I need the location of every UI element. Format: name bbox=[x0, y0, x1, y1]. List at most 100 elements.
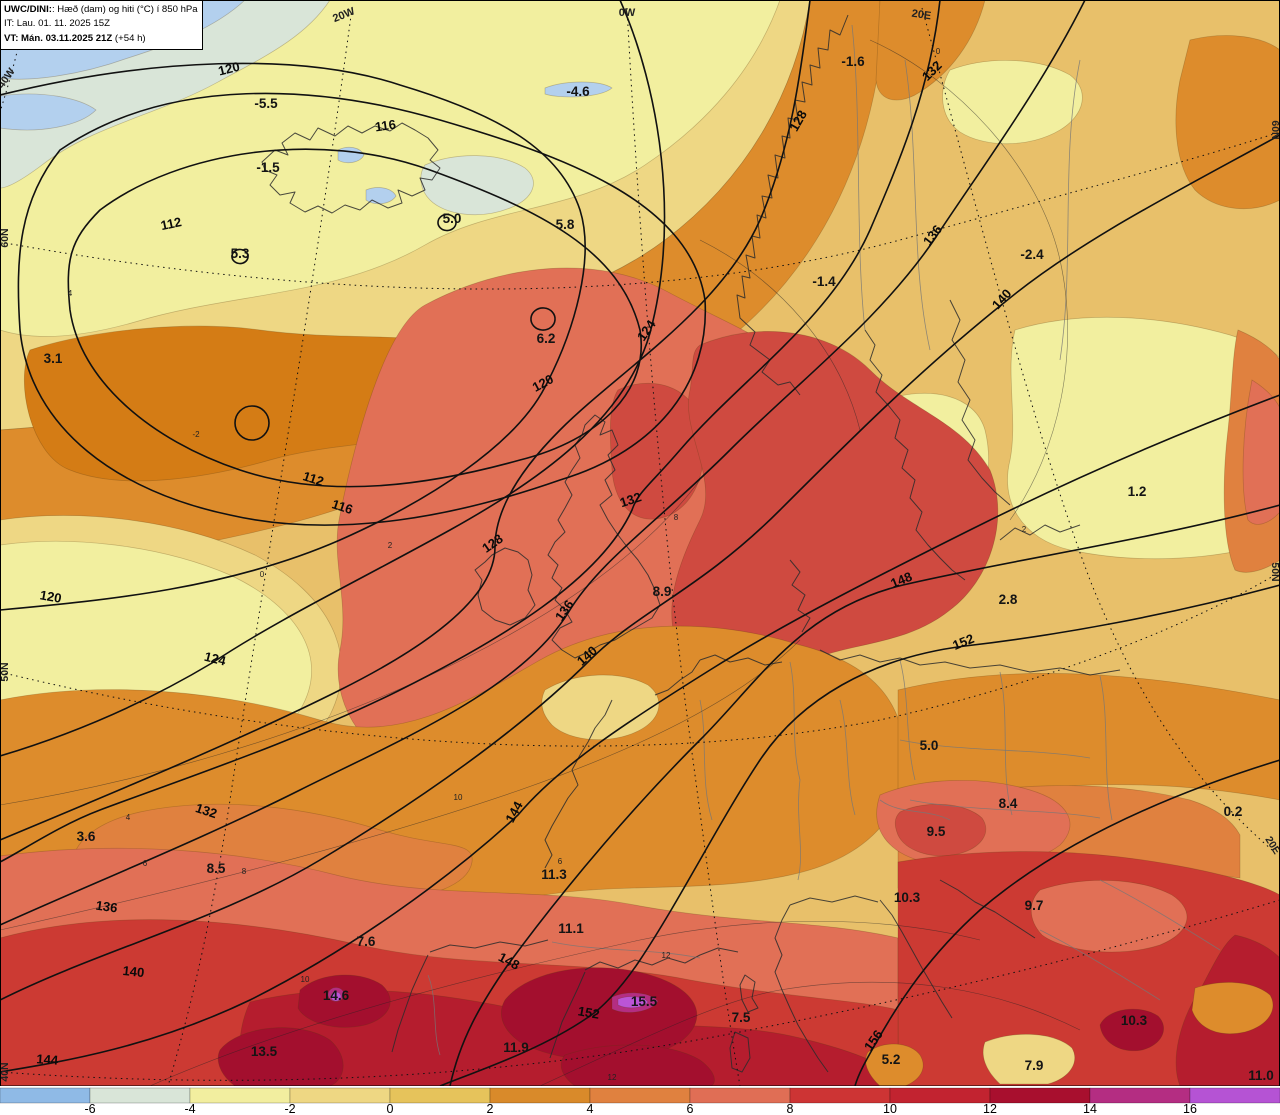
temperature-value-label: 3.6 bbox=[77, 829, 96, 844]
isotherm-value-label: 2 bbox=[1022, 525, 1027, 534]
colorbar-tick-label: 12 bbox=[983, 1102, 997, 1115]
isotherm-value-label: 4 bbox=[68, 289, 73, 298]
title-line-1: UWC/DINI:: Hæð (dam) og hiti (°C) í 850 … bbox=[4, 3, 198, 17]
meridian-label: 20E bbox=[911, 8, 932, 23]
temperature-value-label: -2.4 bbox=[1020, 247, 1044, 262]
isotherm-value-label: -2 bbox=[192, 430, 200, 439]
country-border bbox=[904, 59, 931, 351]
colorbar-segment bbox=[289, 1087, 391, 1104]
height-contour-label: 132 bbox=[194, 800, 219, 821]
height-contour-label: 112 bbox=[301, 468, 326, 489]
temp-fill-region bbox=[942, 59, 1083, 145]
temp-fill-region bbox=[1007, 316, 1280, 560]
temperature-value-label: 8.4 bbox=[999, 796, 1018, 811]
temp-fill-region bbox=[875, 0, 986, 101]
model-name: UWC/DINI: bbox=[4, 4, 52, 15]
colorbar-segment bbox=[1189, 1087, 1280, 1104]
temperature-value-label: 9.7 bbox=[1025, 898, 1044, 913]
colorbar-segment bbox=[389, 1087, 491, 1104]
country-border bbox=[551, 941, 701, 959]
height-contour bbox=[530, 307, 556, 331]
country-border bbox=[909, 799, 1101, 819]
temp-fill-region bbox=[217, 1027, 344, 1087]
coastline bbox=[429, 939, 549, 953]
temperature-value-label: 5.3 bbox=[231, 246, 250, 261]
height-contour-label: 124 bbox=[203, 649, 228, 669]
coastline bbox=[699, 654, 783, 666]
temp-fill-region bbox=[894, 803, 987, 857]
height-contour bbox=[437, 213, 457, 232]
height-contour bbox=[0, 0, 941, 863]
colorbar-tick-label: 6 bbox=[687, 1102, 694, 1115]
border-layer bbox=[427, 24, 1221, 1056]
height-contour bbox=[234, 405, 270, 441]
graticule-line bbox=[0, 571, 1280, 747]
colorbar-tick-label: 10 bbox=[883, 1102, 897, 1115]
isotherm-value-label: 4 bbox=[126, 813, 131, 822]
colorbar-segment bbox=[489, 1087, 591, 1104]
height-contour bbox=[0, 0, 666, 757]
height-contour-label: 144 bbox=[36, 1051, 59, 1068]
temperature-value-label: 13.5 bbox=[251, 1044, 278, 1059]
isotherm-value-label: 8 bbox=[242, 867, 247, 876]
temp-fill-region bbox=[541, 674, 660, 740]
edge-coordinate-label: 60N bbox=[1269, 120, 1280, 139]
temperature-value-label: 5.2 bbox=[882, 1052, 901, 1067]
height-contour bbox=[449, 504, 1280, 1087]
temp-fill-region bbox=[865, 1043, 924, 1087]
coastline bbox=[789, 895, 879, 906]
coastline bbox=[391, 954, 429, 1053]
temperature-value-label: 11.1 bbox=[558, 921, 584, 936]
temp-fill-region bbox=[982, 1033, 1076, 1085]
colorbar-tick-label: 16 bbox=[1183, 1102, 1197, 1115]
colorbar-segment bbox=[89, 1087, 191, 1104]
colorbar-segment bbox=[689, 1087, 791, 1104]
coastline bbox=[549, 971, 586, 1059]
coastline bbox=[819, 649, 1121, 676]
coastline bbox=[879, 899, 953, 1019]
colorbar-tick-label: 4 bbox=[587, 1102, 594, 1115]
temperature-value-label: 7.9 bbox=[1025, 1058, 1044, 1073]
height-contour bbox=[0, 0, 811, 841]
edge-coordinate-label: 60N bbox=[0, 228, 11, 247]
temperature-value-label: 6.2 bbox=[537, 331, 556, 346]
graticule-line bbox=[921, 7, 1273, 851]
isotherm-value-label: 6 bbox=[558, 857, 563, 866]
coastline-layer bbox=[261, 14, 1121, 1073]
country-border bbox=[699, 699, 713, 821]
coastline bbox=[261, 122, 441, 214]
colorbar-tick-label: 0 bbox=[387, 1102, 394, 1115]
edge-coordinate-label: 50N bbox=[1269, 562, 1280, 581]
temperature-value-label: 5.0 bbox=[920, 738, 939, 753]
temp-fill-region bbox=[617, 996, 649, 1009]
temperature-value-label: 10.3 bbox=[1121, 1013, 1148, 1028]
isotherm-value-label: 10 bbox=[301, 975, 310, 984]
coastline bbox=[544, 699, 613, 869]
edge-coordinate-label: 50N bbox=[0, 662, 11, 681]
height-contour-label: 112 bbox=[159, 214, 183, 233]
valid-time: VT: Mán. 03.11.2025 21Z bbox=[4, 32, 113, 44]
isotherm-value-label: 12 bbox=[662, 951, 671, 960]
temperature-value-label: 11.0 bbox=[1248, 1068, 1274, 1083]
isotherm-value-label: 10 bbox=[454, 793, 463, 802]
temperature-value-label: 1.2 bbox=[1128, 484, 1147, 499]
isotherm-value-label: 6 bbox=[143, 859, 148, 868]
temperature-value-label: -1.4 bbox=[812, 274, 836, 289]
coastline bbox=[474, 547, 536, 626]
country-border bbox=[839, 699, 856, 816]
country-border bbox=[789, 661, 801, 881]
coastline bbox=[739, 974, 759, 1013]
height-contour bbox=[0, 62, 586, 611]
coastline bbox=[789, 559, 811, 633]
height-contour bbox=[17, 92, 707, 526]
country-border bbox=[851, 24, 866, 331]
isotherm-line bbox=[149, 921, 981, 1087]
isotherm-line bbox=[699, 239, 861, 431]
height-contour-label: 136 bbox=[95, 898, 119, 916]
temp-fill-region bbox=[0, 93, 97, 131]
height-contour-label: 152 bbox=[577, 1003, 601, 1022]
title-parameter: : Hæð (dam) og hiti (°C) í 850 hPa bbox=[51, 4, 198, 15]
